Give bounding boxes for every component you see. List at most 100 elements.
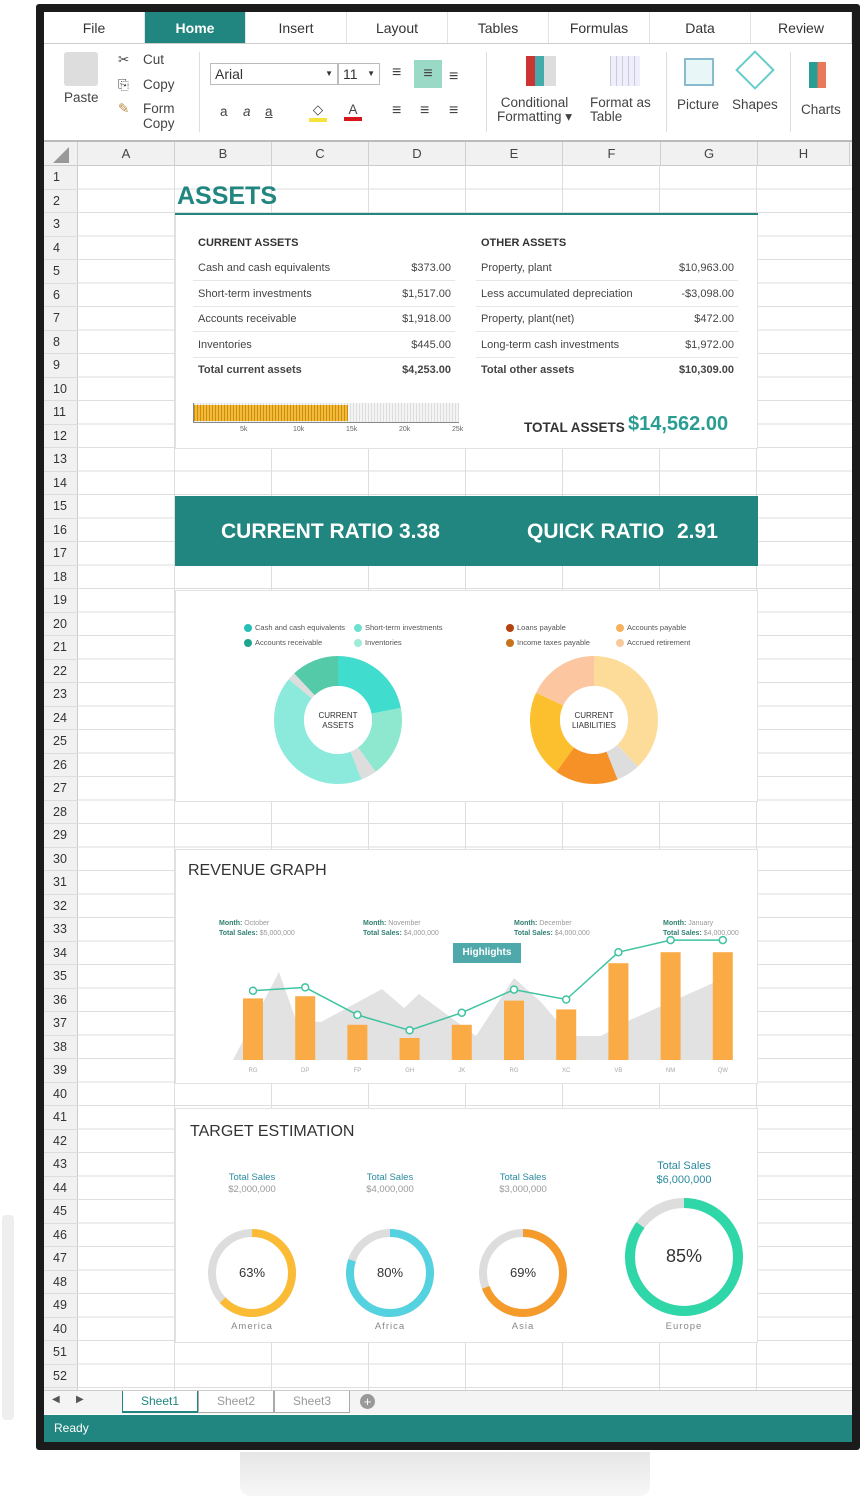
conditional-formatting-button[interactable]: Conditional Formatting ▾	[497, 95, 573, 124]
row-header[interactable]: 18	[44, 566, 78, 589]
line-point[interactable]	[457, 1008, 467, 1017]
font-size-select[interactable]: 11 ▼	[338, 63, 380, 85]
row-header[interactable]: 49	[44, 1294, 78, 1318]
row-header[interactable]: 19	[44, 589, 78, 613]
row-header[interactable]: 52	[44, 1365, 78, 1388]
line-point[interactable]	[666, 935, 675, 945]
line-point[interactable]	[509, 985, 519, 994]
row-header[interactable]: 51	[44, 1341, 78, 1365]
align-top-icon[interactable]: ≡	[392, 64, 402, 81]
revenue-bar[interactable]	[399, 1038, 420, 1060]
row-header[interactable]: 15	[44, 495, 78, 519]
tab-layout[interactable]: Layout	[347, 12, 448, 43]
line-point[interactable]	[300, 983, 310, 992]
format-painter-icon[interactable]: ✎	[118, 101, 130, 116]
row-header[interactable]: 32	[44, 895, 78, 918]
fill-color-icon[interactable]: ◇	[309, 102, 327, 122]
row-header[interactable]: 23	[44, 683, 78, 707]
underline-button[interactable]: a	[265, 104, 273, 119]
paste-icon[interactable]	[64, 52, 98, 86]
row-header[interactable]: 20	[44, 613, 78, 636]
row-header[interactable]: 6	[44, 284, 78, 307]
row-header[interactable]: 38	[44, 1036, 78, 1059]
row-header[interactable]: 14	[44, 472, 78, 495]
italic-button[interactable]: a	[243, 104, 251, 119]
tab-formulas[interactable]: Formulas	[549, 12, 650, 43]
row-header[interactable]: 36	[44, 989, 78, 1012]
align-center-icon[interactable]: ≡	[420, 102, 430, 119]
row-header[interactable]: 40	[44, 1318, 78, 1341]
tab-home[interactable]: Home	[145, 12, 246, 43]
line-point[interactable]	[561, 995, 571, 1004]
row-header[interactable]: 43	[44, 1153, 78, 1177]
column-header-g[interactable]: G	[661, 142, 758, 166]
column-header-h[interactable]: H	[758, 142, 850, 166]
add-sheet-icon[interactable]: +	[360, 1394, 375, 1409]
row-header[interactable]: 16	[44, 519, 78, 542]
format-as-table-button[interactable]: Format as Table	[590, 96, 651, 124]
row-header[interactable]: 12	[44, 425, 78, 448]
font-family-select[interactable]: Arial ▼	[210, 63, 338, 85]
row-header[interactable]: 25	[44, 730, 78, 754]
line-point[interactable]	[248, 986, 258, 995]
revenue-bar[interactable]	[504, 1000, 524, 1060]
column-header-d[interactable]: D	[369, 142, 466, 166]
revenue-bar[interactable]	[295, 996, 316, 1060]
row-header[interactable]: 41	[44, 1106, 78, 1130]
align-right-icon[interactable]: ≡	[449, 102, 459, 119]
row-header[interactable]: 45	[44, 1200, 78, 1224]
row-header[interactable]: 46	[44, 1224, 78, 1247]
row-header[interactable]: 40	[44, 1083, 78, 1106]
copy-icon[interactable]: ⎘	[118, 77, 129, 92]
tab-tables[interactable]: Tables	[448, 12, 549, 43]
conditional-formatting-icon[interactable]	[526, 56, 556, 86]
row-header[interactable]: 44	[44, 1177, 78, 1200]
line-point[interactable]	[718, 935, 728, 945]
scroll-left-icon[interactable]: ◀	[52, 1394, 60, 1405]
row-header[interactable]: 37	[44, 1012, 78, 1036]
align-middle-icon[interactable]: ≡	[414, 60, 442, 88]
row-header[interactable]: 34	[44, 942, 78, 965]
revenue-bar[interactable]	[712, 952, 733, 1060]
column-header-b[interactable]: B	[175, 142, 272, 166]
align-bottom-icon[interactable]: ≡	[449, 68, 459, 85]
row-header[interactable]: 33	[44, 918, 78, 942]
tab-review[interactable]: Review	[751, 12, 852, 43]
row-header[interactable]: 27	[44, 777, 78, 801]
row-header[interactable]: 48	[44, 1271, 78, 1294]
shapes-icon[interactable]	[735, 50, 775, 90]
bold-button[interactable]: a	[220, 104, 228, 119]
row-header[interactable]: 29	[44, 824, 78, 848]
format-as-table-icon[interactable]	[610, 56, 640, 86]
row-header[interactable]: 26	[44, 754, 78, 777]
revenue-bar[interactable]	[608, 963, 629, 1060]
revenue-bar[interactable]	[451, 1024, 472, 1060]
highlights-badge[interactable]: Highlights	[453, 943, 521, 963]
row-header[interactable]: 42	[44, 1130, 78, 1153]
row-header[interactable]: 5	[44, 260, 78, 284]
row-header[interactable]: 22	[44, 660, 78, 683]
row-header[interactable]: 35	[44, 965, 78, 989]
sheet-tab-2[interactable]: Sheet2	[198, 1391, 274, 1413]
line-point[interactable]	[405, 1026, 414, 1035]
row-header[interactable]: 17	[44, 542, 78, 566]
column-header-c[interactable]: C	[272, 142, 369, 166]
row-header[interactable]: 1	[44, 166, 78, 190]
row-header[interactable]: 39	[44, 1059, 78, 1083]
charts-button[interactable]: Charts	[801, 102, 841, 117]
line-point[interactable]	[614, 947, 623, 957]
font-color-button[interactable]: A	[344, 102, 362, 121]
scroll-right-icon[interactable]: ▶	[76, 1394, 84, 1405]
cut-icon[interactable]: ✂	[118, 52, 130, 67]
row-header[interactable]: 9	[44, 354, 78, 378]
row-header[interactable]: 4	[44, 237, 78, 260]
picture-icon[interactable]	[684, 58, 714, 86]
line-point[interactable]	[353, 1010, 362, 1020]
row-header[interactable]: 11	[44, 401, 78, 425]
row-header[interactable]: 24	[44, 707, 78, 730]
row-header[interactable]: 28	[44, 801, 78, 824]
picture-button[interactable]: Picture	[677, 97, 720, 112]
align-left-icon[interactable]: ≡	[392, 102, 402, 119]
row-header[interactable]: 2	[44, 190, 78, 213]
revenue-bar[interactable]	[660, 952, 681, 1060]
